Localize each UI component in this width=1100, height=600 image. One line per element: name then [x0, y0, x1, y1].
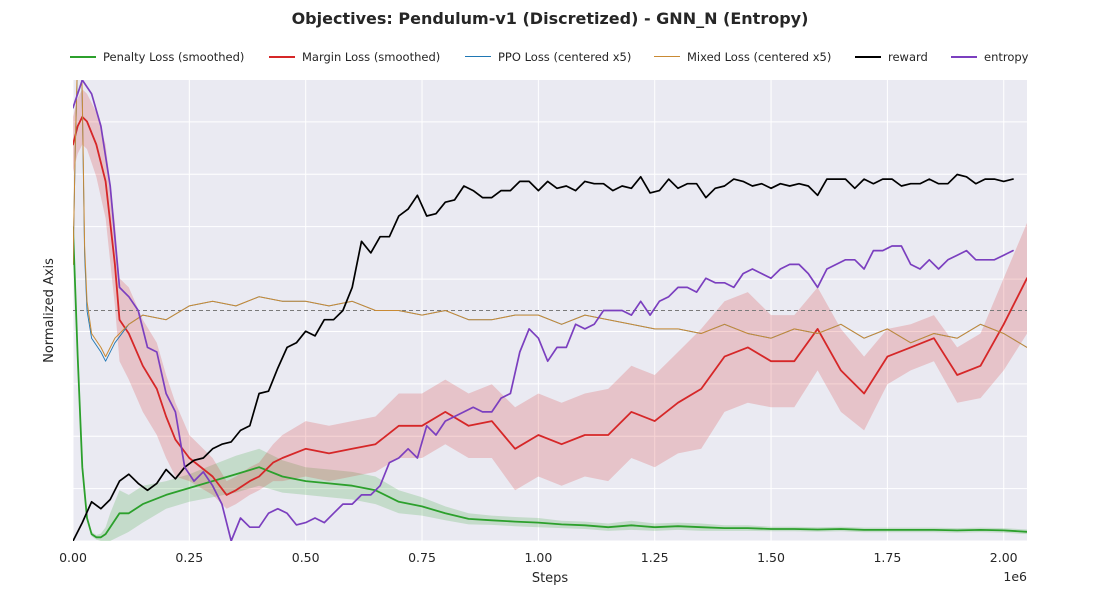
- legend-swatch-entropy: [951, 55, 977, 58]
- legend-swatch-reward: [855, 55, 881, 58]
- grid-lines: [72, 80, 1027, 542]
- y-axis-label: Normalized Axis: [42, 258, 57, 363]
- series-line-reward: [73, 173, 1014, 541]
- series-lines: [73, 80, 1027, 541]
- series-line-margin-loss-smoothed: [73, 116, 1027, 496]
- legend-item-penalty-loss: Penalty Loss (smoothed): [70, 50, 244, 68]
- series-line-penalty-loss-smoothed: [73, 226, 1027, 539]
- legend-item-entropy: entropy: [951, 50, 1029, 68]
- legend-item-margin-loss: Margin Loss (smoothed): [269, 50, 440, 68]
- legend-label-ppo-loss: PPO Loss (centered x5): [498, 50, 632, 64]
- legend-swatch-ppo-loss: [465, 56, 491, 57]
- confidence-bands: [73, 89, 1027, 541]
- x-tick-label: 1.00: [524, 550, 552, 565]
- series-line-entropy: [73, 80, 1014, 541]
- legend-label-margin-loss: Margin Loss (smoothed): [302, 50, 441, 64]
- x-axis-scale-label: 1e6: [1003, 569, 1027, 584]
- series-line-mixed-loss-centered-x5: [73, 80, 1027, 358]
- x-tick-label: 0.00: [59, 550, 87, 565]
- x-tick-label: 1.25: [641, 550, 669, 565]
- legend-item-mixed-loss: Mixed Loss (centered x5): [654, 50, 831, 68]
- x-tick-label: 0.50: [292, 550, 320, 565]
- legend: Penalty Loss (smoothed) Margin Loss (smo…: [0, 50, 1100, 68]
- x-tick-labels: 0.00 0.25 0.50 0.75 1.00 1.25 1.50 1.75 2.00: [59, 550, 1018, 565]
- legend-swatch-margin-loss: [269, 55, 295, 58]
- x-tick-label: 0.25: [175, 550, 203, 565]
- chart-title: Objectives: Pendulum-v1 (Discretized) - …: [291, 9, 809, 28]
- legend-item-ppo-loss: PPO Loss (centered x5): [465, 50, 631, 68]
- legend-label-reward: reward: [888, 50, 928, 64]
- band-margin-loss-smoothed: [73, 89, 1027, 509]
- x-axis-label: Steps: [532, 571, 569, 586]
- x-tick-label: 1.75: [873, 550, 901, 565]
- legend-label-mixed-loss: Mixed Loss (centered x5): [687, 50, 832, 64]
- legend-label-penalty-loss: Penalty Loss (smoothed): [103, 50, 245, 64]
- legend-swatch-mixed-loss: [654, 56, 680, 57]
- legend-swatch-penalty-loss: [70, 55, 96, 58]
- legend-label-entropy: entropy: [984, 50, 1029, 64]
- x-tick-label: 0.75: [408, 550, 436, 565]
- legend-item-reward: reward: [855, 50, 928, 68]
- x-tick-label: 1.50: [757, 550, 785, 565]
- x-tick-label: 2.00: [990, 550, 1018, 565]
